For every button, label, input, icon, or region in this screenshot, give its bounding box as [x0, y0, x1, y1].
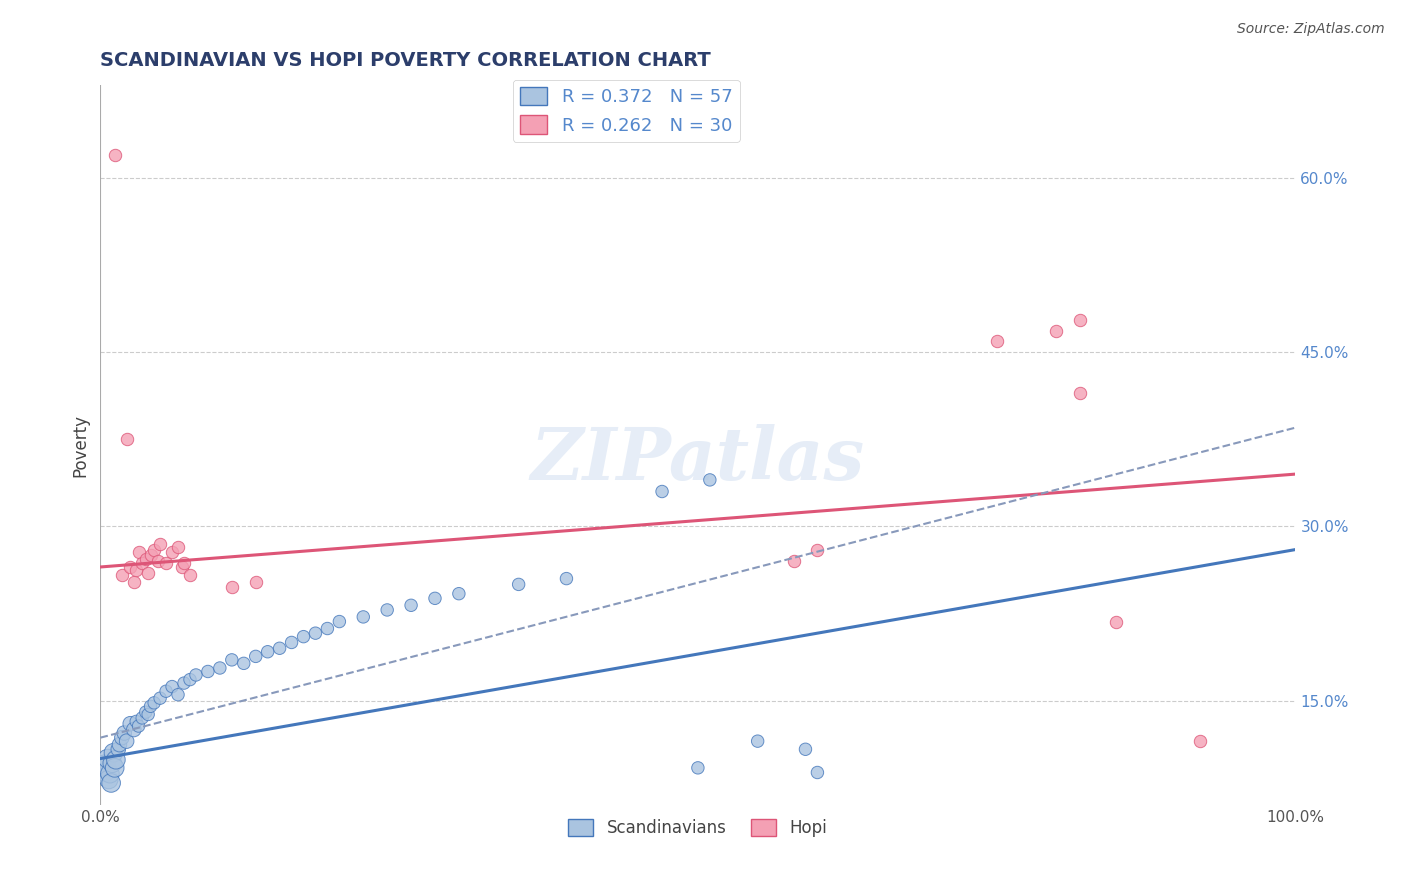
Point	[125, 714, 148, 729]
Point	[104, 148, 127, 162]
Point	[131, 557, 153, 571]
Point	[245, 575, 267, 590]
Point	[208, 661, 231, 675]
Point	[122, 575, 145, 590]
Point	[221, 580, 243, 594]
Point	[245, 649, 267, 664]
Point	[328, 615, 350, 629]
Y-axis label: Poverty: Poverty	[72, 414, 89, 476]
Point	[167, 541, 190, 555]
Point	[221, 653, 243, 667]
Point	[686, 761, 709, 775]
Point	[143, 542, 166, 557]
Point	[986, 334, 1008, 348]
Point	[232, 657, 254, 671]
Point	[122, 723, 145, 737]
Point	[167, 688, 190, 702]
Point	[100, 776, 122, 790]
Point	[292, 630, 315, 644]
Point	[107, 742, 129, 756]
Point	[179, 568, 201, 582]
Point	[111, 731, 134, 745]
Point	[136, 707, 159, 722]
Point	[269, 641, 291, 656]
Point	[97, 772, 120, 787]
Point	[160, 680, 183, 694]
Point	[1069, 385, 1091, 400]
Point	[160, 545, 183, 559]
Point	[96, 760, 118, 774]
Point	[135, 552, 157, 566]
Point	[179, 673, 201, 687]
Point	[304, 626, 326, 640]
Point	[184, 668, 207, 682]
Point	[108, 738, 131, 752]
Point	[136, 566, 159, 580]
Point	[1188, 734, 1211, 748]
Point	[103, 746, 125, 760]
Point	[146, 554, 169, 568]
Point	[101, 756, 124, 771]
Point	[125, 564, 148, 578]
Point	[316, 622, 339, 636]
Point	[1045, 324, 1067, 338]
Point	[1069, 312, 1091, 326]
Point	[131, 711, 153, 725]
Point	[149, 691, 172, 706]
Point	[128, 545, 150, 559]
Point	[139, 699, 162, 714]
Point	[98, 766, 121, 780]
Point	[139, 549, 162, 563]
Point	[93, 757, 115, 772]
Point	[94, 765, 117, 780]
Point	[170, 560, 193, 574]
Point	[699, 473, 721, 487]
Text: Source: ZipAtlas.com: Source: ZipAtlas.com	[1237, 22, 1385, 37]
Point	[173, 676, 195, 690]
Point	[115, 432, 138, 446]
Point	[794, 742, 817, 756]
Point	[149, 537, 172, 551]
Point	[555, 572, 578, 586]
Point	[135, 705, 157, 719]
Point	[375, 603, 398, 617]
Point	[447, 587, 470, 601]
Point	[806, 542, 828, 557]
Point	[747, 734, 769, 748]
Point	[143, 696, 166, 710]
Point	[120, 716, 142, 731]
Point	[111, 568, 134, 582]
Point	[508, 577, 530, 591]
Point	[120, 560, 142, 574]
Point	[104, 753, 127, 767]
Legend: Scandinavians, Hopi: Scandinavians, Hopi	[561, 812, 834, 844]
Point	[256, 645, 278, 659]
Text: ZIPatlas: ZIPatlas	[531, 424, 865, 495]
Text: SCANDINAVIAN VS HOPI POVERTY CORRELATION CHART: SCANDINAVIAN VS HOPI POVERTY CORRELATION…	[100, 51, 711, 70]
Point	[112, 726, 135, 740]
Point	[173, 557, 195, 571]
Point	[399, 599, 422, 613]
Point	[128, 719, 150, 733]
Point	[104, 761, 127, 775]
Point	[280, 635, 302, 649]
Point	[96, 751, 118, 765]
Point	[806, 765, 828, 780]
Point	[352, 610, 374, 624]
Point	[423, 591, 446, 606]
Point	[115, 734, 138, 748]
Point	[197, 665, 219, 679]
Point	[651, 484, 673, 499]
Point	[155, 684, 177, 698]
Point	[782, 554, 804, 568]
Point	[1105, 615, 1128, 629]
Point	[155, 557, 177, 571]
